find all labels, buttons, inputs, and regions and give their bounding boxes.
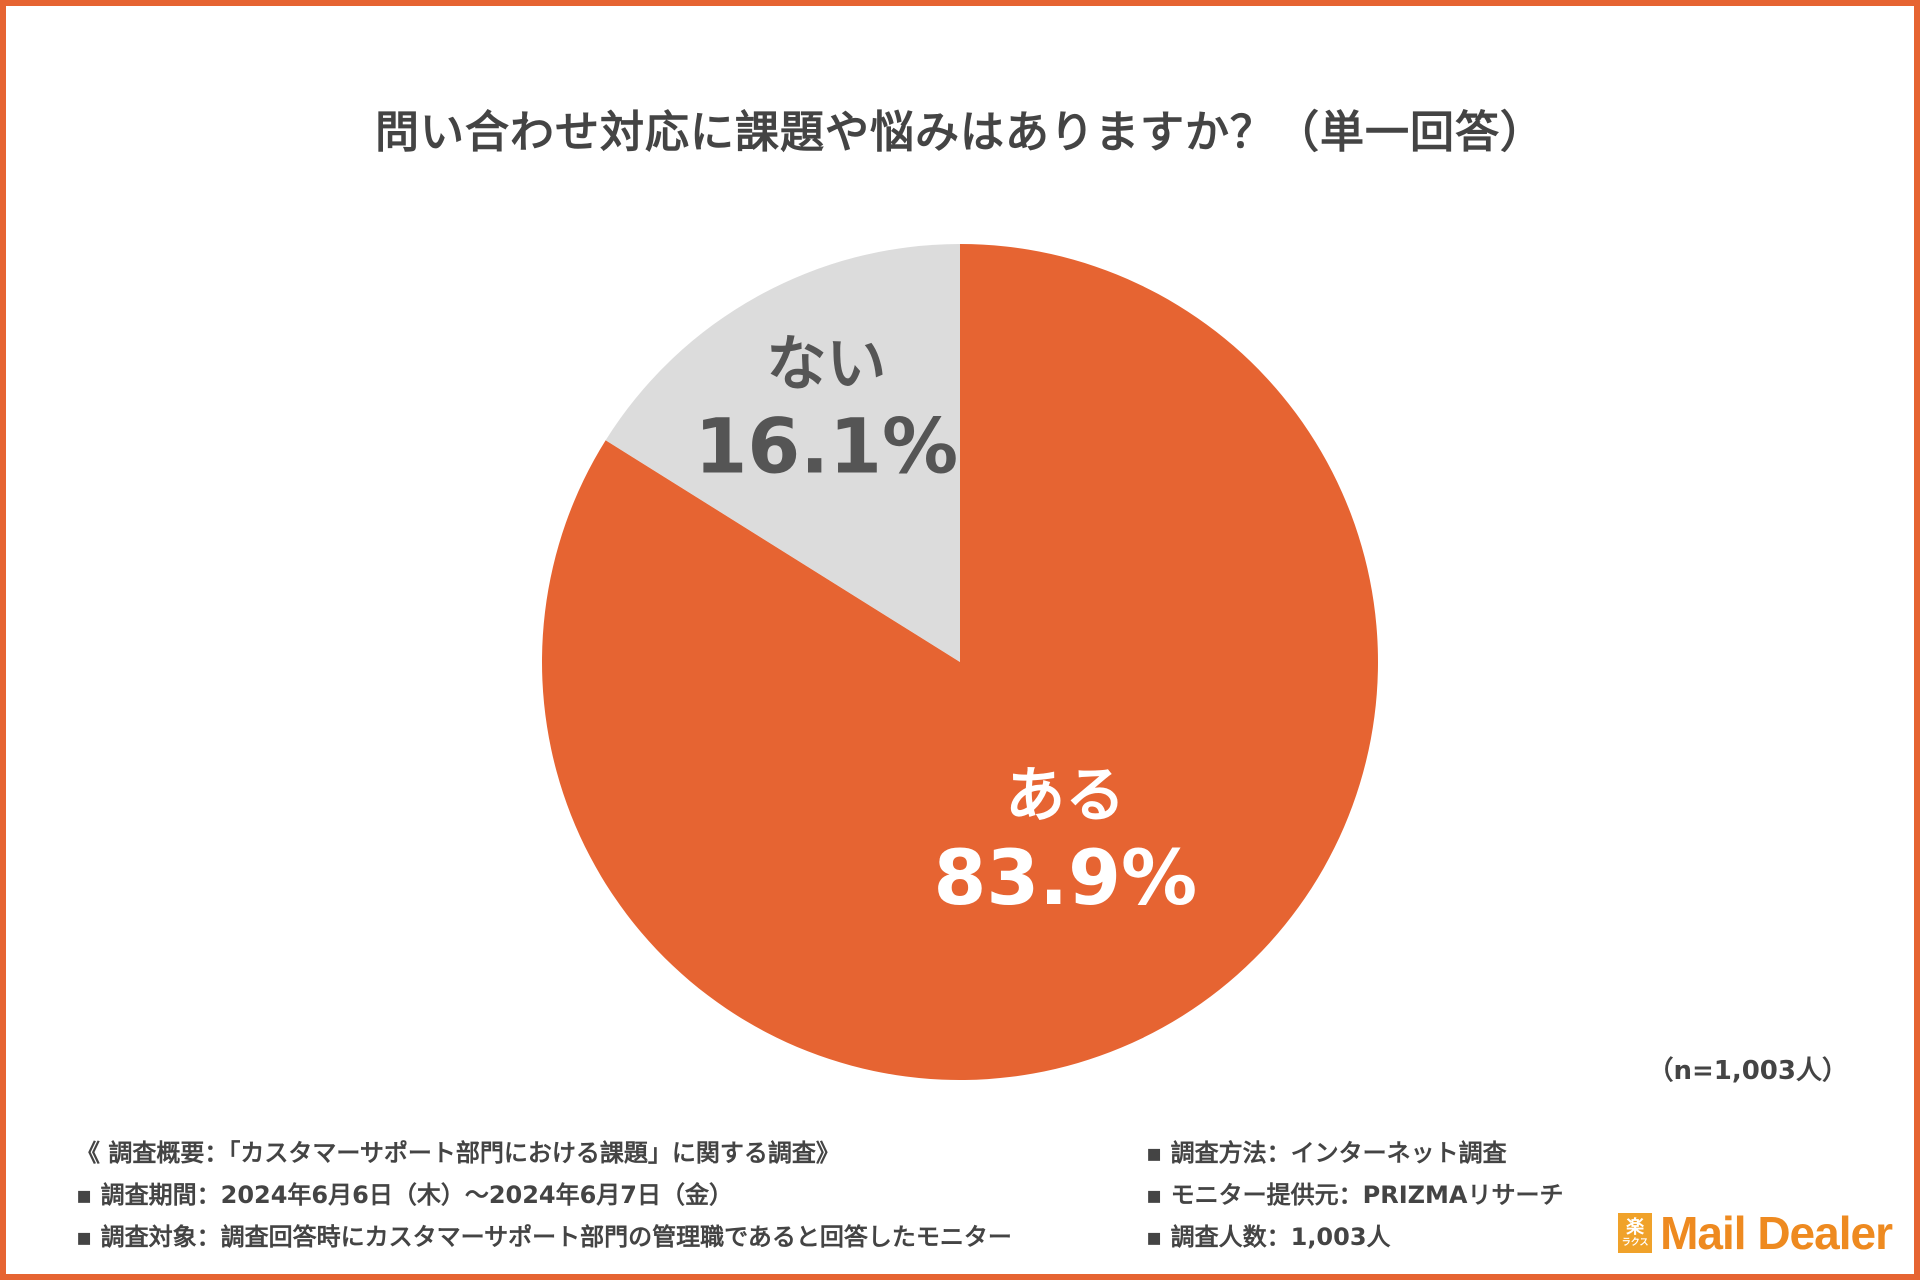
logo-text: Mail Dealer (1660, 1207, 1893, 1259)
pie-slice-value-0: 83.9% (933, 833, 1197, 922)
survey-overview-left: 《 調査概要：「カスタマーサポート部門における課題」に関する調査》 ▪ 調査期間… (76, 1132, 1126, 1258)
sample-size-note: （n=1,003人） (1647, 1056, 1848, 1086)
chart-title: 問い合わせ対応に課題や悩みはありますか？（単一回答） (375, 107, 1545, 158)
survey-method: ▪ 調査方法：インターネット調査 (1146, 1139, 1507, 1167)
monitor-provider: ▪ モニター提供元：PRIZMAリサーチ (1146, 1181, 1564, 1209)
survey-overview-heading: 《 調査概要：「カスタマーサポート部門における課題」に関する調査》 (76, 1139, 840, 1167)
survey-period: ▪ 調査期間：2024年6月6日（木）～2024年6月7日（金） (76, 1181, 734, 1209)
logo-mark-sub: ラクス (1621, 1237, 1649, 1248)
pie-slice-value-1: 16.1% (694, 402, 958, 491)
survey-target: ▪ 調査対象：調査回答時にカスタマーサポート部門の管理職であると回答したモニター (76, 1223, 1012, 1251)
pie-slice-1 (605, 243, 960, 662)
survey-overview: 《 調査概要：「カスタマーサポート部門における課題」に関する調査》 ▪ 調査期間… (76, 1132, 1866, 1262)
respondent-count: ▪ 調査人数：1,003人 (1146, 1223, 1391, 1251)
pie-slice-label-1: ない (766, 330, 886, 400)
mail-dealer-logo: 楽 ラクス Mail Dealer (1618, 1206, 1893, 1260)
survey-overview-right: ▪ 調査方法：インターネット調査 ▪ モニター提供元：PRIZMAリサーチ ▪ … (1146, 1132, 1666, 1258)
pie-slice-label-0: ある (1005, 761, 1125, 831)
rakus-logo-icon: 楽 ラクス (1618, 1213, 1653, 1253)
logo-mark-main: 楽 (1626, 1216, 1645, 1238)
